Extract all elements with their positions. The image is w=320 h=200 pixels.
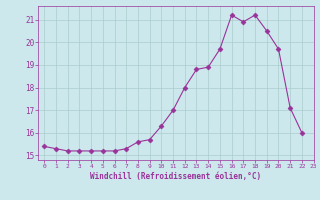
X-axis label: Windchill (Refroidissement éolien,°C): Windchill (Refroidissement éolien,°C) xyxy=(91,172,261,181)
